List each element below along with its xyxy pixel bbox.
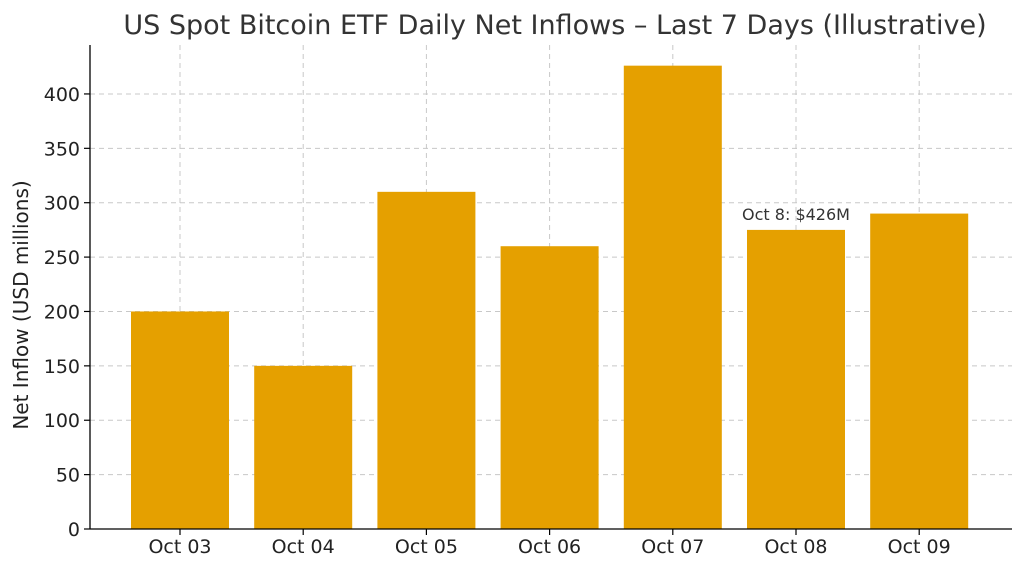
x-tick-label: Oct 06 [518, 536, 581, 558]
y-tick-label: 0 [68, 519, 80, 541]
tick-labels: 0 50 100 150 200 250 300 350 400 Oct 03 Oct 04 Oct … [44, 84, 951, 558]
x-tick-label: Oct 05 [395, 536, 458, 558]
x-tick-label: Oct 08 [764, 536, 827, 558]
bar-oct-09 [870, 213, 969, 529]
bars [131, 65, 969, 530]
y-tick-label: 250 [44, 247, 80, 269]
bar-oct-07 [623, 65, 722, 530]
x-tick-label: Oct 03 [148, 536, 211, 558]
y-tick-label: 50 [56, 465, 80, 487]
annotations: Oct 8: $426M [742, 205, 850, 224]
bar-oct-06 [500, 246, 599, 529]
annotation-label: Oct 8: $426M [742, 205, 850, 224]
y-tick-label: 300 [44, 193, 80, 215]
y-axis-label: Net Inflow (USD millions) [9, 180, 33, 429]
y-tick-label: 150 [44, 356, 80, 378]
bar-oct-03 [131, 311, 229, 529]
y-tick-label: 100 [44, 410, 80, 432]
y-tick-label: 350 [44, 138, 80, 160]
axes [84, 45, 1012, 535]
y-tick-label: 400 [44, 84, 80, 106]
bar-oct-04 [254, 365, 353, 529]
bar-oct-08 [747, 229, 845, 530]
y-tick-label: 200 [44, 301, 80, 323]
x-tick-label: Oct 04 [272, 536, 335, 558]
x-tick-label: Oct 07 [641, 536, 704, 558]
bar-oct-05 [377, 191, 476, 529]
x-tick-label: Oct 09 [888, 536, 951, 558]
chart-title: US Spot Bitcoin ETF Daily Net Inflows – … [123, 10, 986, 41]
